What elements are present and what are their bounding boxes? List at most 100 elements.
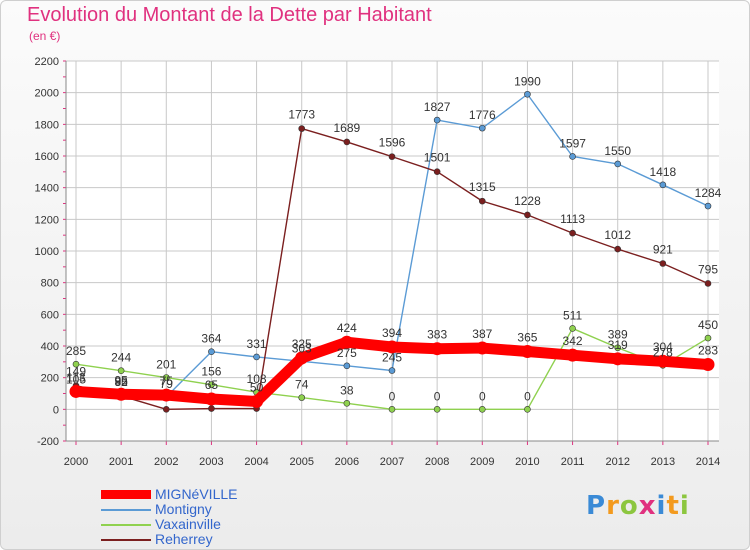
data-point xyxy=(704,280,712,287)
data-point xyxy=(478,124,486,132)
data-point xyxy=(343,362,351,370)
x-tick-label: 2008 xyxy=(425,456,449,468)
data-point xyxy=(114,387,128,401)
data-point xyxy=(343,138,351,146)
data-point xyxy=(204,392,218,406)
x-tick-label: 2011 xyxy=(561,456,585,468)
y-tick-label: 200 xyxy=(41,373,59,385)
legend-item-vaxainville: Vaxainville xyxy=(101,517,237,532)
data-point xyxy=(208,381,215,388)
data-label: 364 xyxy=(201,332,221,346)
data-point xyxy=(298,125,306,132)
x-tick-label: 2000 xyxy=(64,456,88,468)
data-label: 303 xyxy=(292,341,312,355)
legend-item-migneville: MIGNéVILLE xyxy=(101,487,237,502)
data-label: 424 xyxy=(337,321,357,335)
legend-swatch xyxy=(101,508,151,511)
data-point xyxy=(250,394,264,408)
data-point xyxy=(208,348,215,356)
data-point xyxy=(569,229,576,237)
legend: MIGNéVILLE Montigny Vaxainville Reherrey xyxy=(101,487,237,547)
data-label: 0 xyxy=(479,389,486,403)
proxiti-logo: Proxiti xyxy=(586,491,690,521)
data-label: 1776 xyxy=(469,108,496,122)
data-label: 113 xyxy=(66,370,85,384)
x-tick-label: 2006 xyxy=(335,456,359,468)
data-point xyxy=(704,202,712,210)
data-point xyxy=(117,367,125,375)
x-tick-label: 2009 xyxy=(470,456,494,468)
data-label: 245 xyxy=(382,351,402,365)
data-label: 278 xyxy=(653,345,673,359)
data-label: 511 xyxy=(563,308,582,322)
data-point xyxy=(253,353,260,361)
data-point xyxy=(159,388,173,402)
y-tick-label: 1400 xyxy=(35,183,59,195)
x-tick-label: 2002 xyxy=(154,456,178,468)
y-tick-label: 400 xyxy=(41,341,59,353)
data-label: 275 xyxy=(337,346,357,360)
data-label: 921 xyxy=(653,243,673,257)
data-label: 1418 xyxy=(650,165,677,179)
data-point xyxy=(524,211,531,219)
legend-item-reherrey: Reherrey xyxy=(101,532,237,547)
data-label: 108 xyxy=(247,372,267,386)
data-point xyxy=(433,168,441,175)
y-tick-label: -200 xyxy=(37,436,59,448)
data-label: 1315 xyxy=(469,180,496,194)
data-label: 389 xyxy=(608,328,628,342)
data-label: 156 xyxy=(201,365,221,379)
data-label: 342 xyxy=(563,334,583,348)
data-label: 79 xyxy=(160,377,174,391)
data-label: 95 xyxy=(114,373,128,387)
x-tick-label: 2001 xyxy=(109,456,133,468)
x-tick-label: 2014 xyxy=(696,456,720,468)
x-tick-label: 2007 xyxy=(380,456,404,468)
data-label: 795 xyxy=(698,262,718,276)
data-label: 0 xyxy=(389,389,396,403)
data-point xyxy=(659,181,667,189)
legend-swatch xyxy=(101,538,151,541)
data-point xyxy=(430,342,444,356)
data-point xyxy=(659,260,667,267)
data-point xyxy=(433,116,441,124)
data-label: 1113 xyxy=(560,212,585,226)
legend-item-montigny: Montigny xyxy=(101,502,237,517)
data-label: 1228 xyxy=(514,194,541,208)
data-point xyxy=(614,160,622,168)
y-tick-label: 2000 xyxy=(35,88,59,100)
data-label: 75 xyxy=(160,374,174,388)
data-label: 50 xyxy=(250,380,264,394)
data-label: 1284 xyxy=(695,186,722,200)
y-tick-label: 1000 xyxy=(35,246,59,258)
data-point xyxy=(72,360,80,368)
data-point xyxy=(614,245,622,253)
data-point xyxy=(656,354,670,368)
legend-label: Reherrey xyxy=(155,531,213,547)
data-label: 65 xyxy=(205,378,219,392)
data-point xyxy=(611,352,625,366)
data-label: 285 xyxy=(66,344,86,358)
data-point xyxy=(704,334,712,342)
legend-swatch xyxy=(101,490,151,499)
data-label: 1597 xyxy=(559,136,586,150)
data-point xyxy=(701,358,715,372)
data-point xyxy=(433,406,441,413)
data-label: 0 xyxy=(524,389,531,403)
data-point xyxy=(388,153,396,160)
data-label: 74 xyxy=(295,378,309,392)
data-point xyxy=(343,400,351,407)
data-label: 1596 xyxy=(379,136,406,150)
data-label: 85 xyxy=(114,375,128,389)
data-label: 450 xyxy=(698,318,718,332)
x-tick-label: 2003 xyxy=(199,456,223,468)
data-label: 325 xyxy=(292,337,312,351)
data-label: 1012 xyxy=(604,228,631,242)
data-label: 394 xyxy=(382,326,402,340)
x-tick-label: 2012 xyxy=(605,456,629,468)
data-label: 1990 xyxy=(514,74,541,88)
data-label: 319 xyxy=(608,338,628,352)
data-label: 1550 xyxy=(604,144,631,158)
data-label: 149 xyxy=(66,365,86,379)
